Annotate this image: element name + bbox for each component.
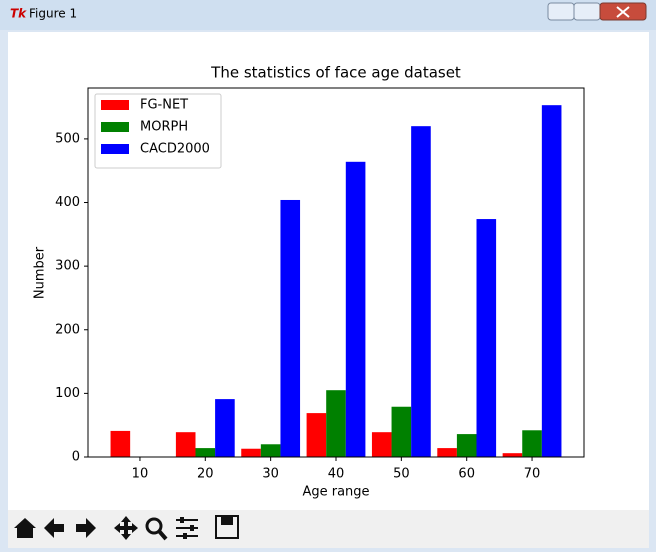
pan-button[interactable] — [114, 516, 138, 540]
legend-label: CACD2000 — [140, 142, 210, 157]
bar — [522, 430, 542, 457]
slider-knob — [180, 517, 184, 523]
app-icon: Tk — [10, 7, 27, 21]
legend-label: FG-NET — [140, 98, 188, 113]
y-tick-label: 500 — [55, 131, 80, 146]
legend-swatch — [101, 122, 129, 132]
bar — [326, 390, 346, 457]
title-bar — [0, 0, 656, 30]
save-button[interactable] — [215, 515, 239, 539]
bar — [476, 219, 497, 457]
bar — [411, 126, 431, 457]
x-axis-label: Age range — [302, 485, 369, 500]
bar — [110, 430, 131, 457]
y-axis-label: Number — [33, 246, 48, 299]
legend-label: MORPH — [140, 120, 188, 135]
back-button[interactable] — [44, 518, 64, 538]
plot-area: 0 100 200 300 400 500 10 20 30 40 50 60 70 FG-NET MORP… — [55, 87, 585, 482]
bar — [371, 432, 392, 457]
save-icon-part — [221, 517, 233, 525]
toolbar-buttons — [14, 515, 239, 541]
zoom-handle — [157, 529, 168, 541]
bar — [195, 448, 216, 457]
x-tick-label: 60 — [458, 467, 475, 482]
toolbar — [8, 510, 649, 548]
bar — [502, 453, 523, 457]
maximize-button[interactable] — [573, 2, 601, 21]
slider-knob — [190, 525, 194, 531]
bar — [345, 161, 366, 458]
bar — [175, 432, 196, 457]
legend-swatch — [101, 144, 129, 154]
x-tick-label: 20 — [197, 467, 214, 482]
chart-title: The statistics of face age dataset — [210, 64, 461, 82]
bar — [391, 406, 412, 457]
slider-knob — [183, 533, 187, 539]
bar — [241, 448, 261, 457]
forward-button[interactable] — [76, 518, 96, 538]
y-tick-label: 300 — [55, 259, 80, 274]
x-tick-label: 70 — [524, 467, 541, 482]
bar — [260, 444, 281, 457]
y-tick-label: 200 — [55, 322, 80, 337]
zoom-button[interactable] — [145, 517, 163, 535]
bar — [306, 413, 327, 457]
home-button[interactable] — [14, 518, 36, 538]
y-tick-label: 400 — [55, 195, 80, 210]
bar — [456, 434, 477, 457]
bar — [541, 105, 562, 458]
bar — [437, 448, 457, 457]
x-tick-label: 40 — [328, 467, 345, 482]
x-tick-label: 10 — [132, 467, 149, 482]
close-icon — [616, 6, 630, 18]
y-tick-label: 0 — [72, 450, 80, 465]
bar — [215, 399, 235, 457]
window-title: Figure 1 — [29, 7, 77, 21]
minimize-button[interactable] — [547, 2, 575, 21]
bar — [280, 199, 301, 457]
legend-swatch — [101, 100, 129, 110]
x-tick-label: 50 — [393, 467, 410, 482]
y-tick-label: 100 — [55, 386, 80, 401]
x-tick-label: 30 — [262, 467, 279, 482]
